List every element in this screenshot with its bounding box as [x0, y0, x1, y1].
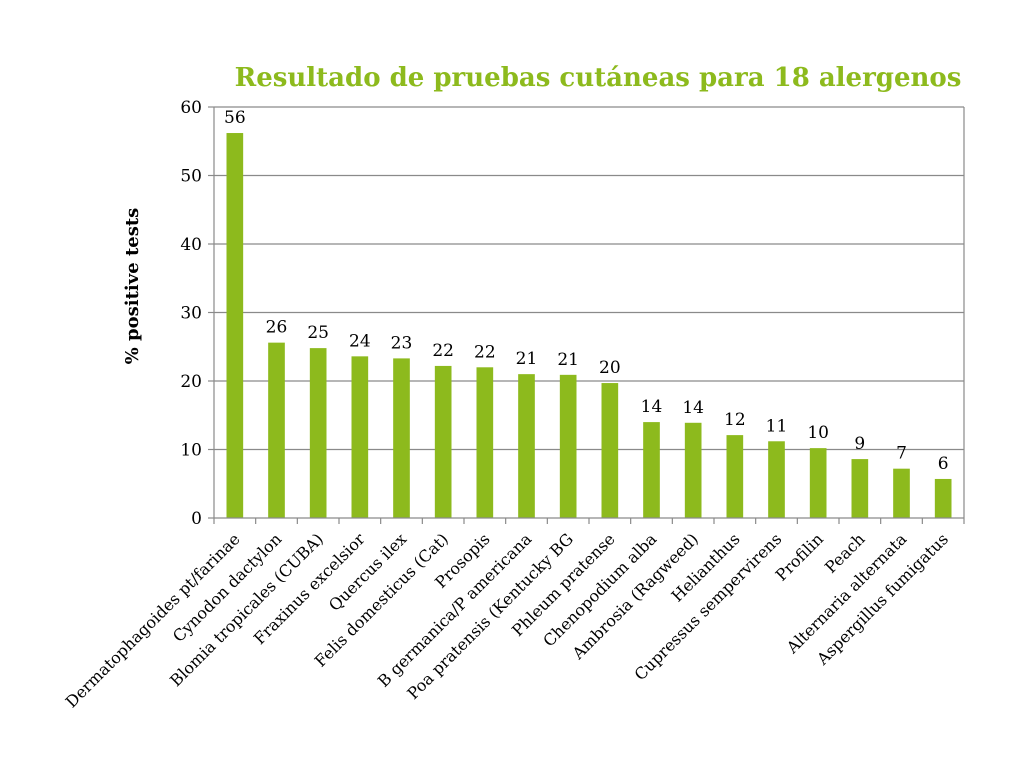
data-label: 23	[391, 333, 413, 353]
bar	[643, 422, 660, 518]
y-tick-label: 30	[180, 304, 202, 324]
data-label: 11	[766, 416, 788, 436]
data-label: 22	[432, 341, 454, 361]
data-label: 10	[807, 423, 829, 443]
bar	[726, 435, 744, 518]
y-tick-label: 0	[191, 509, 202, 529]
bar	[684, 422, 702, 518]
bar	[226, 133, 244, 518]
y-tick-label: 10	[180, 441, 202, 461]
y-axis-title: % positive tests	[122, 208, 143, 365]
bar	[518, 374, 535, 518]
bar	[559, 374, 577, 518]
bar	[934, 478, 952, 518]
data-label: 7	[896, 444, 907, 464]
bar	[768, 441, 785, 518]
y-tick-label: 40	[180, 235, 202, 255]
data-label: 6	[938, 454, 949, 474]
chart-title: Resultado de pruebas cutáneas para 18 al…	[235, 63, 962, 93]
data-label: 9	[854, 434, 865, 454]
bar	[351, 356, 369, 518]
data-label: 25	[307, 323, 329, 343]
bars	[226, 133, 952, 518]
bar	[851, 459, 869, 518]
data-labels: 56 26 25 24 23 22 22 21 21 20 14 14 12 11 10 9 7 6	[224, 108, 949, 474]
bar	[809, 448, 827, 518]
data-label: 21	[557, 350, 579, 370]
y-tick-labels: 0 10 20 30 40 50 60	[180, 98, 202, 529]
bar	[393, 358, 410, 518]
data-label: 12	[724, 410, 746, 430]
bar	[601, 383, 619, 518]
x-tick-label: Dermatophagoides pt/farinae	[62, 529, 244, 711]
data-label: 21	[516, 349, 538, 369]
axes	[208, 106, 965, 524]
bar	[434, 365, 452, 518]
bar	[268, 342, 285, 518]
data-label: 14	[682, 398, 704, 418]
bar	[476, 367, 494, 518]
y-tick-label: 50	[180, 167, 202, 187]
data-label: 24	[349, 331, 371, 351]
bar	[309, 348, 327, 518]
data-label: 26	[266, 318, 288, 338]
gridlines	[214, 106, 964, 451]
data-label: 14	[641, 397, 663, 417]
y-tick-label: 60	[180, 98, 202, 118]
data-label: 22	[474, 342, 496, 362]
y-tick-label: 20	[180, 372, 202, 392]
data-label: 56	[224, 108, 246, 128]
data-label: 20	[599, 358, 621, 378]
bar	[893, 468, 910, 518]
